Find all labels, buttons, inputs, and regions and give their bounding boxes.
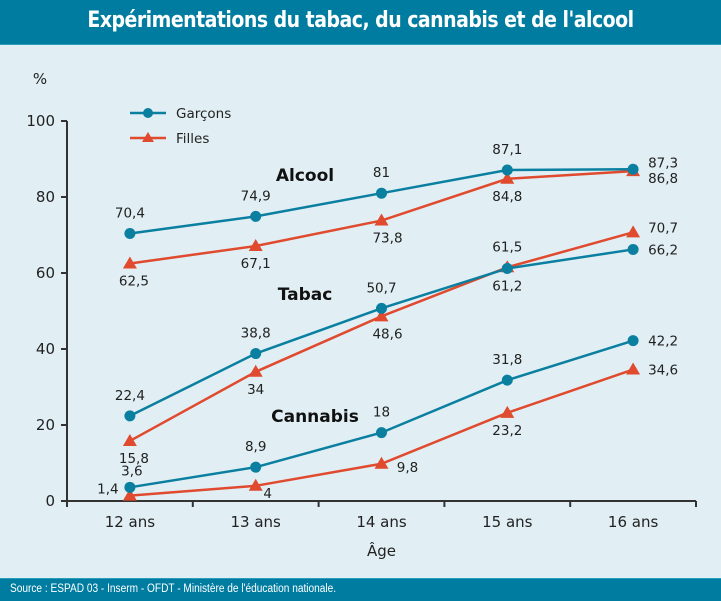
data-point-triangle xyxy=(374,213,389,226)
data-point-circle xyxy=(376,187,387,199)
data-point-circle xyxy=(124,481,136,493)
data-label: 81 xyxy=(373,165,390,181)
y-tick-label: 40 xyxy=(36,340,55,358)
data-label: 9,8 xyxy=(397,460,418,476)
data-point-triangle xyxy=(248,364,263,377)
data-point-circle xyxy=(627,163,639,175)
data-point-circle xyxy=(250,461,262,473)
data-label: 62,5 xyxy=(119,274,149,290)
data-label: 50,7 xyxy=(366,280,396,296)
data-label: 74,9 xyxy=(241,188,271,204)
data-point-triangle xyxy=(248,478,263,491)
data-label: 23,2 xyxy=(492,423,522,439)
data-label: 66,2 xyxy=(648,242,678,258)
data-point-circle xyxy=(627,335,639,347)
data-point-circle xyxy=(501,164,513,176)
data-point-circle xyxy=(250,210,262,222)
legend-marker-circle xyxy=(143,108,153,118)
data-label: 3,6 xyxy=(121,463,142,479)
y-axis-label: % xyxy=(33,70,47,88)
data-label: 31,8 xyxy=(492,352,522,368)
data-label: 84,8 xyxy=(492,189,522,205)
data-label: 34,6 xyxy=(648,363,678,379)
data-point-triangle xyxy=(626,362,641,375)
data-label: 1,4 xyxy=(97,482,118,498)
data-label: 48,6 xyxy=(372,326,402,342)
data-point-circle xyxy=(501,374,513,386)
data-label: 61,2 xyxy=(492,278,522,294)
data-label: 22,4 xyxy=(115,388,145,404)
y-tick-label: 20 xyxy=(36,416,55,434)
x-tick-label: 12 ans xyxy=(105,513,156,531)
legend-marker-triangle xyxy=(142,132,154,142)
data-point-circle xyxy=(376,302,387,314)
legend-label: Garçons xyxy=(176,106,231,122)
data-point-circle xyxy=(124,227,136,239)
data-point-triangle xyxy=(248,239,263,252)
x-tick-label: 13 ans xyxy=(231,513,282,531)
data-label: 4 xyxy=(263,486,272,502)
data-point-circle xyxy=(124,410,136,422)
chart-title: Expérimentations du tabac, du cannabis e… xyxy=(87,8,634,33)
x-tick-label: 14 ans xyxy=(356,513,407,531)
data-point-circle xyxy=(501,262,513,274)
x-axis-label: Âge xyxy=(367,541,396,560)
legend-label: Filles xyxy=(176,131,209,147)
footer-bar: Source : ESPAD 03 - Inserm - OFDT - Mini… xyxy=(0,578,721,601)
data-label: 8,9 xyxy=(245,439,266,455)
source-note: Source : ESPAD 03 - Inserm - OFDT - Mini… xyxy=(10,583,337,595)
title-bar: Expérimentations du tabac, du cannabis e… xyxy=(0,0,721,45)
data-label: 42,2 xyxy=(648,334,678,350)
data-label: 87,3 xyxy=(648,155,678,171)
data-point-triangle xyxy=(374,456,389,469)
y-tick-label: 100 xyxy=(26,112,55,130)
data-label: 67,1 xyxy=(241,256,271,272)
x-tick-label: 16 ans xyxy=(608,513,659,531)
data-label: 34 xyxy=(247,382,264,398)
data-label: 73,8 xyxy=(372,231,402,247)
group-label-cannabis: Cannabis xyxy=(271,407,359,427)
data-point-triangle xyxy=(500,405,515,418)
x-tick-label: 15 ans xyxy=(482,513,533,531)
data-label: 70,7 xyxy=(648,220,678,236)
data-label: 87,1 xyxy=(492,142,522,158)
data-label: 70,4 xyxy=(115,205,145,221)
data-point-triangle xyxy=(500,171,515,184)
data-point-triangle xyxy=(626,225,641,238)
y-tick-label: 80 xyxy=(36,188,55,206)
data-point-circle xyxy=(376,427,387,439)
data-label: 86,8 xyxy=(648,171,678,187)
data-point-circle xyxy=(627,243,639,255)
data-label: 38,8 xyxy=(241,326,271,342)
data-point-circle xyxy=(250,348,262,360)
data-label: 15,8 xyxy=(119,451,149,467)
group-label-alcool: Alcool xyxy=(276,166,334,186)
data-point-triangle xyxy=(122,256,137,269)
y-tick-label: 60 xyxy=(36,264,55,282)
data-label: 61,5 xyxy=(492,239,522,255)
data-point-triangle xyxy=(122,488,137,501)
data-point-triangle xyxy=(122,433,137,446)
y-tick-label: 0 xyxy=(45,492,55,510)
data-label: 18 xyxy=(373,405,390,421)
group-label-tabac: Tabac xyxy=(278,285,333,305)
data-point-triangle xyxy=(374,309,389,322)
